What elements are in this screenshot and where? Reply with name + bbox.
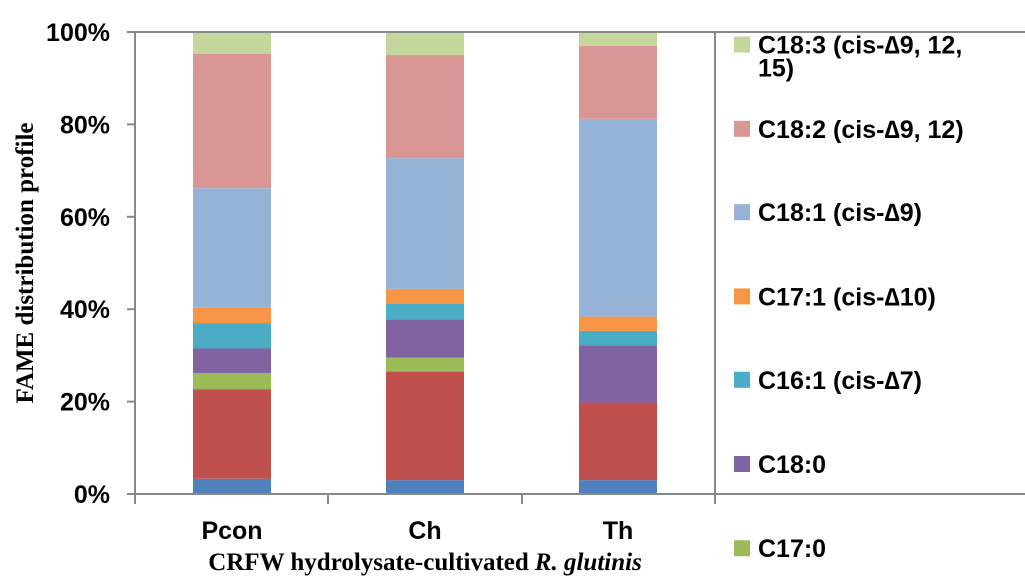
bar-segment bbox=[193, 478, 271, 494]
x-axis-title: CRFW hydrolysate-cultivated R. glutinis bbox=[208, 549, 642, 576]
bar-segment bbox=[579, 45, 657, 119]
bar-segment bbox=[193, 32, 271, 54]
y-tick-label: 20% bbox=[60, 389, 110, 417]
legend: C18:3 (cis-∆9, 12,15) C18:2 (cis-∆9, 12) C… bbox=[734, 32, 964, 563]
legend-label: C18:0 bbox=[758, 451, 826, 479]
bar-segment bbox=[386, 357, 464, 372]
bar-segment bbox=[193, 323, 271, 349]
bar-segment bbox=[579, 316, 657, 331]
bar-segment bbox=[386, 32, 464, 56]
bar-segment bbox=[579, 330, 657, 346]
legend-swatch bbox=[734, 371, 750, 388]
bar-segment bbox=[386, 288, 464, 304]
bar-segment bbox=[193, 348, 271, 373]
legend-label: C18:1 (cis-∆9) bbox=[758, 199, 922, 227]
x-tick-label: Th bbox=[603, 517, 634, 545]
bar-segment bbox=[386, 158, 464, 289]
y-ticks: 0% 20% 40% 60% 80% 100% bbox=[46, 19, 135, 509]
y-tick-label: 60% bbox=[60, 204, 110, 232]
x-ticks: Pcon Ch Th bbox=[134, 494, 716, 545]
bar-segment bbox=[386, 319, 464, 358]
legend-swatch bbox=[734, 456, 750, 472]
bar-segment bbox=[193, 372, 271, 390]
bar-segment bbox=[579, 118, 657, 317]
legend-swatch bbox=[734, 120, 750, 137]
legend-swatch bbox=[734, 36, 750, 53]
bar-segment bbox=[193, 389, 271, 479]
bar-segment bbox=[579, 32, 657, 46]
legend-label: C16:1 (cis-∆7) bbox=[758, 367, 922, 395]
x-axis-title-species: R. glutinis bbox=[534, 549, 642, 576]
bar-segment bbox=[386, 480, 464, 494]
axes bbox=[134, 31, 1025, 495]
y-tick-label: 40% bbox=[60, 296, 110, 324]
y-axis-title: FAME distribution profile bbox=[12, 122, 39, 403]
legend-label: C18:3 (cis-∆9, 12, bbox=[758, 32, 962, 60]
y-tick-label: 0% bbox=[74, 481, 110, 509]
legend-swatch bbox=[734, 204, 750, 221]
bar-segment bbox=[386, 55, 464, 159]
y-tick-label: 100% bbox=[46, 19, 110, 47]
y-tick-label: 80% bbox=[60, 111, 110, 139]
bar-segment bbox=[193, 53, 271, 189]
legend-label: C17:1 (cis-∆10) bbox=[758, 283, 936, 311]
x-tick-label: Pcon bbox=[201, 517, 262, 545]
legend-label-line2: 15) bbox=[758, 55, 794, 83]
bar-segment bbox=[579, 345, 657, 403]
x-tick-label: Ch bbox=[408, 517, 441, 545]
bar-segment bbox=[193, 307, 271, 324]
legend-label: C17:0 bbox=[758, 535, 826, 563]
legend-label: C18:2 (cis-∆9, 12) bbox=[758, 116, 964, 144]
bar-segment bbox=[386, 303, 464, 320]
bar-segment bbox=[386, 371, 464, 481]
bar-segment bbox=[579, 480, 657, 494]
x-axis-title-main: CRFW hydrolysate-cultivated bbox=[208, 549, 529, 576]
legend-swatch bbox=[734, 288, 750, 305]
bar-segment bbox=[193, 188, 271, 308]
bar-segment bbox=[579, 402, 657, 481]
bar-segments bbox=[193, 32, 657, 494]
legend-swatch bbox=[734, 540, 750, 557]
